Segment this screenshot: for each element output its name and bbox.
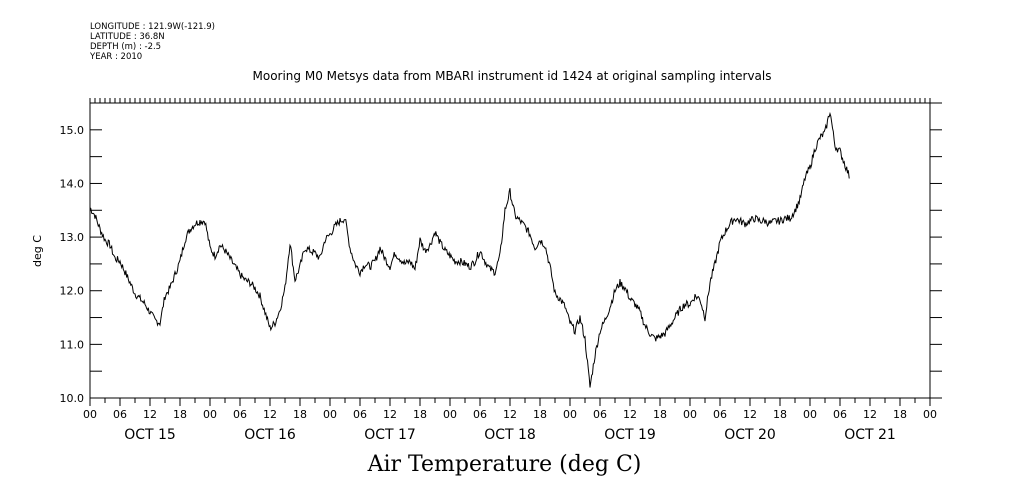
- day-label: OCT 15: [124, 427, 176, 443]
- x-tick-label: 00: [443, 408, 457, 421]
- y-tick-label: 12.0: [60, 285, 85, 298]
- y-tick-label: 15.0: [60, 124, 85, 137]
- x-tick-label: 12: [263, 408, 277, 421]
- day-label: OCT 19: [604, 427, 656, 443]
- day-label: OCT 18: [484, 427, 536, 443]
- chart-title: Mooring M0 Metsys data from MBARI instru…: [253, 69, 772, 83]
- x-tick-label: 06: [233, 408, 247, 421]
- longitude-text: LONGITUDE : 121.9W(-121.9): [90, 22, 215, 32]
- x-tick-label: 18: [773, 408, 787, 421]
- x-tick-label: 00: [323, 408, 337, 421]
- x-tick-label: 18: [293, 408, 307, 421]
- x-tick-label: 00: [923, 408, 937, 421]
- latitude-text: LATITUDE : 36.8N: [90, 32, 165, 42]
- y-tick-label: 10.0: [60, 392, 85, 405]
- day-label: OCT 21: [844, 427, 896, 443]
- day-label: OCT 17: [364, 427, 416, 443]
- x-tick-label: 06: [593, 408, 607, 421]
- y-tick-label: 13.0: [60, 231, 85, 244]
- plot-frame: [89, 102, 931, 399]
- air-temperature-line: [89, 111, 850, 388]
- x-tick-label: 12: [503, 408, 517, 421]
- y-tick-label: 14.0: [60, 177, 85, 190]
- day-label: OCT 16: [244, 427, 296, 443]
- x-tick-label: 12: [743, 408, 757, 421]
- x-tick-label: 12: [383, 408, 397, 421]
- y-axis-label: deg C: [31, 235, 44, 267]
- depth-text: DEPTH (m) : -2.5: [90, 42, 162, 52]
- x-tick-label: 18: [413, 408, 427, 421]
- station-metadata: LONGITUDE : 121.9W(-121.9) LATITUDE : 36…: [90, 22, 215, 62]
- x-tick-label: 00: [803, 408, 817, 421]
- x-tick-label: 18: [653, 408, 667, 421]
- x-tick-label: 06: [113, 408, 127, 421]
- x-tick-label: 18: [893, 408, 907, 421]
- x-tick-label: 06: [353, 408, 367, 421]
- x-axis-ticks: 00 06 12 18 00 06 12 18 00 06 12 18 00 06 12 18 00 06 12 18…: [83, 98, 937, 443]
- x-tick-label: 00: [203, 408, 217, 421]
- x-tick-label: 06: [713, 408, 727, 421]
- x-tick-label: 00: [563, 408, 577, 421]
- y-tick-label: 11.0: [60, 338, 85, 351]
- y-axis-ticks: 10.0 11.0 12.0 13.0 14.0 15.0: [60, 102, 942, 405]
- x-tick-label: 06: [833, 408, 847, 421]
- x-tick-label: 12: [143, 408, 157, 421]
- day-label: OCT 20: [724, 427, 776, 443]
- x-tick-label: 18: [173, 408, 187, 421]
- x-tick-label: 12: [863, 408, 877, 421]
- x-tick-label: 18: [533, 408, 547, 421]
- x-tick-label: 00: [683, 408, 697, 421]
- x-tick-label: 06: [473, 408, 487, 421]
- year-text: YEAR : 2010: [90, 52, 143, 62]
- x-axis-title: Air Temperature (deg C): [367, 452, 642, 477]
- x-tick-label: 12: [623, 408, 637, 421]
- x-tick-label: 00: [83, 408, 97, 421]
